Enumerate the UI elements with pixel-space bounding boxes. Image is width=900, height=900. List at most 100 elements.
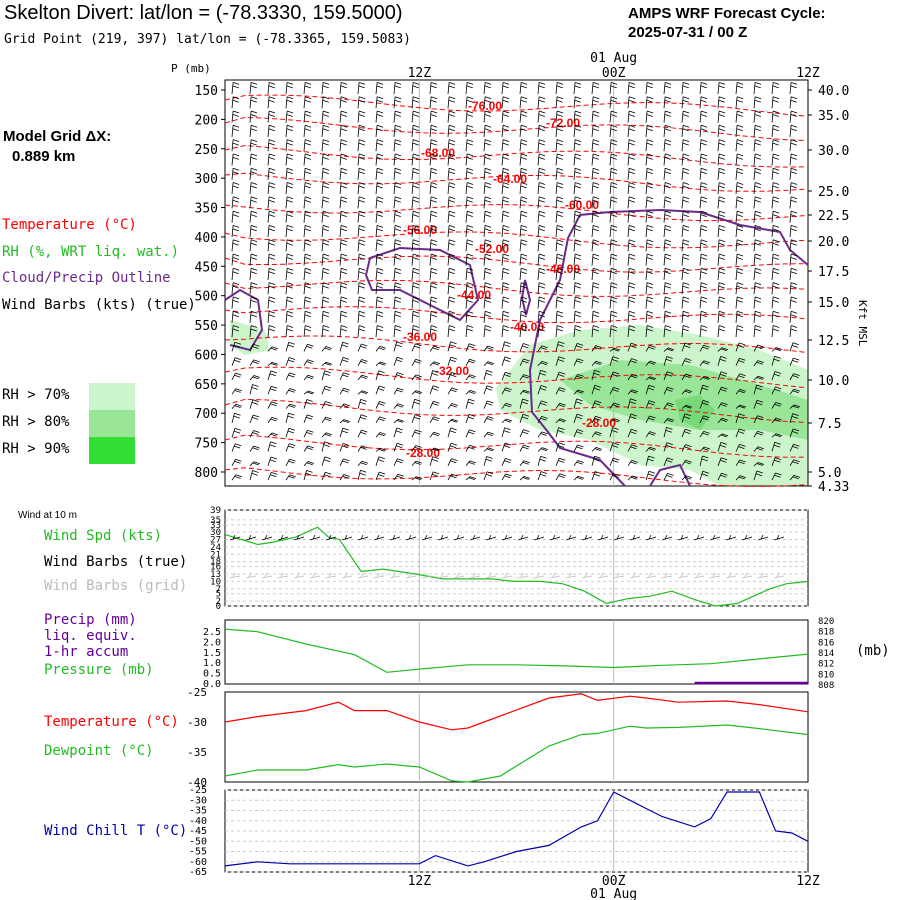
- temperature-contour: [224, 94, 806, 117]
- wind-barb: [573, 460, 584, 467]
- wind-barb: [573, 96, 582, 109]
- wind-barb: [519, 196, 528, 209]
- wind-barb: [645, 431, 656, 438]
- wind-barb: [591, 447, 603, 452]
- wind-barb: [627, 225, 636, 238]
- wind-barb: [393, 182, 402, 195]
- surface-wind-barb-grid: [437, 572, 449, 579]
- wind-barb: [519, 96, 528, 109]
- wind-speed-line: [224, 526, 809, 607]
- wind-barb: [609, 210, 618, 223]
- pressure-tick-label: 500: [195, 290, 218, 305]
- surface-wind-barb: [245, 534, 257, 541]
- wind-barb: [555, 341, 565, 352]
- wind-barb: [663, 310, 672, 323]
- wind-barb: [393, 427, 403, 438]
- wind-barb: [465, 267, 474, 280]
- wind-barb: [393, 356, 404, 366]
- pressure-tick-label: 200: [195, 113, 218, 128]
- wind-barb: [753, 360, 764, 366]
- wind-barb: [267, 167, 276, 180]
- wind-barb: [573, 444, 584, 452]
- wind-barb: [501, 196, 510, 209]
- wind-barb: [717, 153, 726, 166]
- wind-barb: [627, 267, 636, 280]
- surface-wind-barb: [293, 534, 305, 541]
- height-tick-label: 12.5: [818, 334, 849, 349]
- wind-barb: [303, 182, 312, 195]
- wind-barb: [411, 267, 420, 280]
- wind-barb: [573, 398, 583, 409]
- wind-barb: [771, 347, 783, 352]
- wind-barb: [285, 427, 295, 438]
- grid-point-subtitle: Grid Point (219, 397) lat/lon = (-78.336…: [4, 32, 411, 47]
- surface-wind-barb-grid: [405, 572, 417, 579]
- wind-tick-label: 30: [210, 528, 221, 538]
- wind-barb: [447, 341, 457, 352]
- wind-barb: [249, 196, 258, 209]
- wind-barb: [555, 387, 566, 395]
- wind-barb: [735, 96, 744, 109]
- pressure-tick-label: 600: [195, 348, 218, 363]
- cloud-outline-left: [224, 288, 264, 352]
- wind-barb: [519, 225, 528, 238]
- surface-wind-barb-grid: [757, 572, 769, 579]
- wind-barb: [663, 457, 674, 466]
- wind-barb: [591, 471, 602, 481]
- wind-barb: [735, 475, 747, 481]
- wind-barb: [573, 282, 582, 295]
- wind-barb: [267, 267, 276, 280]
- wind-barb: [717, 267, 726, 280]
- wind-barb: [465, 343, 476, 352]
- wind-barb: [249, 325, 258, 338]
- temperature-contour-label: -52.00: [475, 242, 509, 256]
- temperature-contour-label: -76.00: [468, 99, 502, 113]
- wind-barb: [339, 110, 348, 123]
- wind-barb: [303, 310, 312, 323]
- wind-barb: [555, 182, 564, 195]
- wind-barb: [465, 325, 474, 338]
- wind-barb: [753, 462, 765, 467]
- wind-barb: [393, 419, 405, 424]
- wind-barb: [231, 325, 240, 338]
- temperature-contour-label: -44.00: [457, 288, 491, 302]
- wind-barb: [555, 153, 564, 166]
- wind-barb: [303, 239, 312, 252]
- wind-barb: [735, 253, 744, 266]
- surface-wind-barb-grid: [341, 572, 353, 579]
- wind-barb: [303, 253, 312, 266]
- height-tick-label: 15.0: [818, 296, 849, 311]
- pressure-tick-label-right: 816: [818, 638, 834, 648]
- wind-barb: [537, 345, 548, 352]
- wind-barb: [753, 110, 762, 123]
- legend-cloud: Cloud/Precip Outline: [2, 270, 171, 286]
- temperature-contour-label: -60.00: [565, 198, 599, 212]
- wind-barb: [285, 182, 294, 195]
- wind-barb: [699, 446, 711, 452]
- date-label-top: 01 Aug: [590, 51, 637, 66]
- wind-barb: [771, 371, 782, 381]
- wind-barb: [591, 96, 600, 109]
- wind-barb: [411, 325, 420, 338]
- wind-barb: [735, 225, 744, 238]
- wind-barb: [537, 282, 546, 295]
- wind-barb: [429, 182, 438, 195]
- wind-barb: [627, 253, 636, 266]
- wind-barb: [393, 153, 402, 166]
- temperature-contour-label: -40.00: [510, 320, 544, 334]
- wind-barb: [483, 385, 494, 395]
- wind-barb: [429, 400, 440, 409]
- surface-wind-barb-grid: [693, 572, 705, 579]
- surface-wind-barb-grid: [597, 572, 609, 579]
- wind-barb: [519, 296, 528, 309]
- wind-barb: [339, 458, 350, 466]
- height-tick-label: 20.0: [818, 235, 849, 250]
- wind-barb: [285, 110, 294, 123]
- wind-barb: [465, 239, 474, 252]
- windchill-tick-label: -65: [189, 867, 207, 878]
- wind-barb: [375, 370, 385, 381]
- wind-barb: [753, 239, 762, 252]
- wind-barb: [717, 96, 726, 109]
- wind-barb: [285, 458, 296, 466]
- wind-barb: [519, 124, 528, 137]
